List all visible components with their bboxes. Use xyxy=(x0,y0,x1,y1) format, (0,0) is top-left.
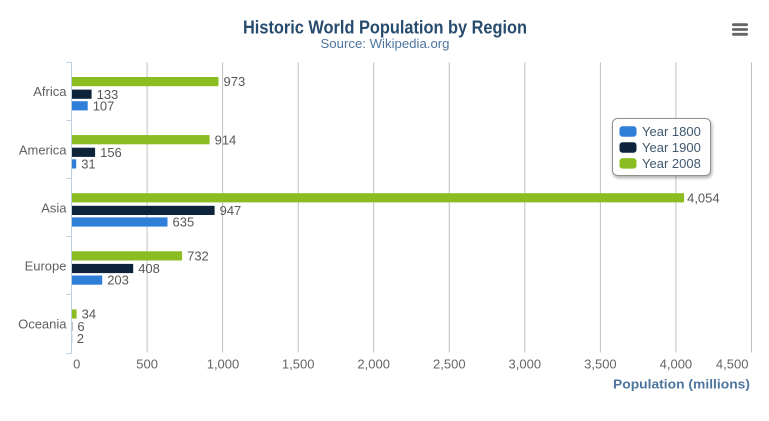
svg-text:Year 1800: Year 1800 xyxy=(642,124,701,139)
svg-text:America: America xyxy=(19,142,67,157)
svg-text:0: 0 xyxy=(73,357,80,372)
svg-text:914: 914 xyxy=(215,132,237,147)
svg-text:2: 2 xyxy=(77,331,84,346)
svg-text:2,500: 2,500 xyxy=(433,357,466,372)
svg-text:2,000: 2,000 xyxy=(357,357,390,372)
svg-text:Asia: Asia xyxy=(41,200,67,215)
svg-text:732: 732 xyxy=(187,249,209,264)
svg-text:1,500: 1,500 xyxy=(282,357,315,372)
svg-text:Year 2008: Year 2008 xyxy=(642,156,701,171)
svg-text:Population (millions): Population (millions) xyxy=(613,378,750,392)
svg-text:156: 156 xyxy=(100,145,122,160)
svg-text:Oceania: Oceania xyxy=(18,317,67,332)
svg-text:973: 973 xyxy=(224,74,246,89)
svg-text:107: 107 xyxy=(93,98,115,113)
svg-text:1,000: 1,000 xyxy=(207,357,240,372)
svg-text:Historic World Population by R: Historic World Population by Region xyxy=(243,17,527,38)
svg-text:31: 31 xyxy=(81,157,95,172)
svg-text:Year 1900: Year 1900 xyxy=(642,140,701,155)
svg-text:3,500: 3,500 xyxy=(584,357,617,372)
svg-text:408: 408 xyxy=(138,261,160,276)
svg-text:4,500: 4,500 xyxy=(716,357,749,372)
svg-text:3,000: 3,000 xyxy=(509,357,542,372)
svg-text:4,054: 4,054 xyxy=(687,190,720,205)
svg-text:203: 203 xyxy=(107,273,129,288)
svg-text:500: 500 xyxy=(136,357,158,372)
svg-text:Africa: Africa xyxy=(33,84,67,99)
svg-text:Europe: Europe xyxy=(25,259,67,274)
svg-text:4,000: 4,000 xyxy=(660,357,693,372)
svg-text:947: 947 xyxy=(220,203,242,218)
svg-text:Source: Wikipedia.org: Source: Wikipedia.org xyxy=(321,36,450,51)
svg-text:635: 635 xyxy=(173,215,195,230)
